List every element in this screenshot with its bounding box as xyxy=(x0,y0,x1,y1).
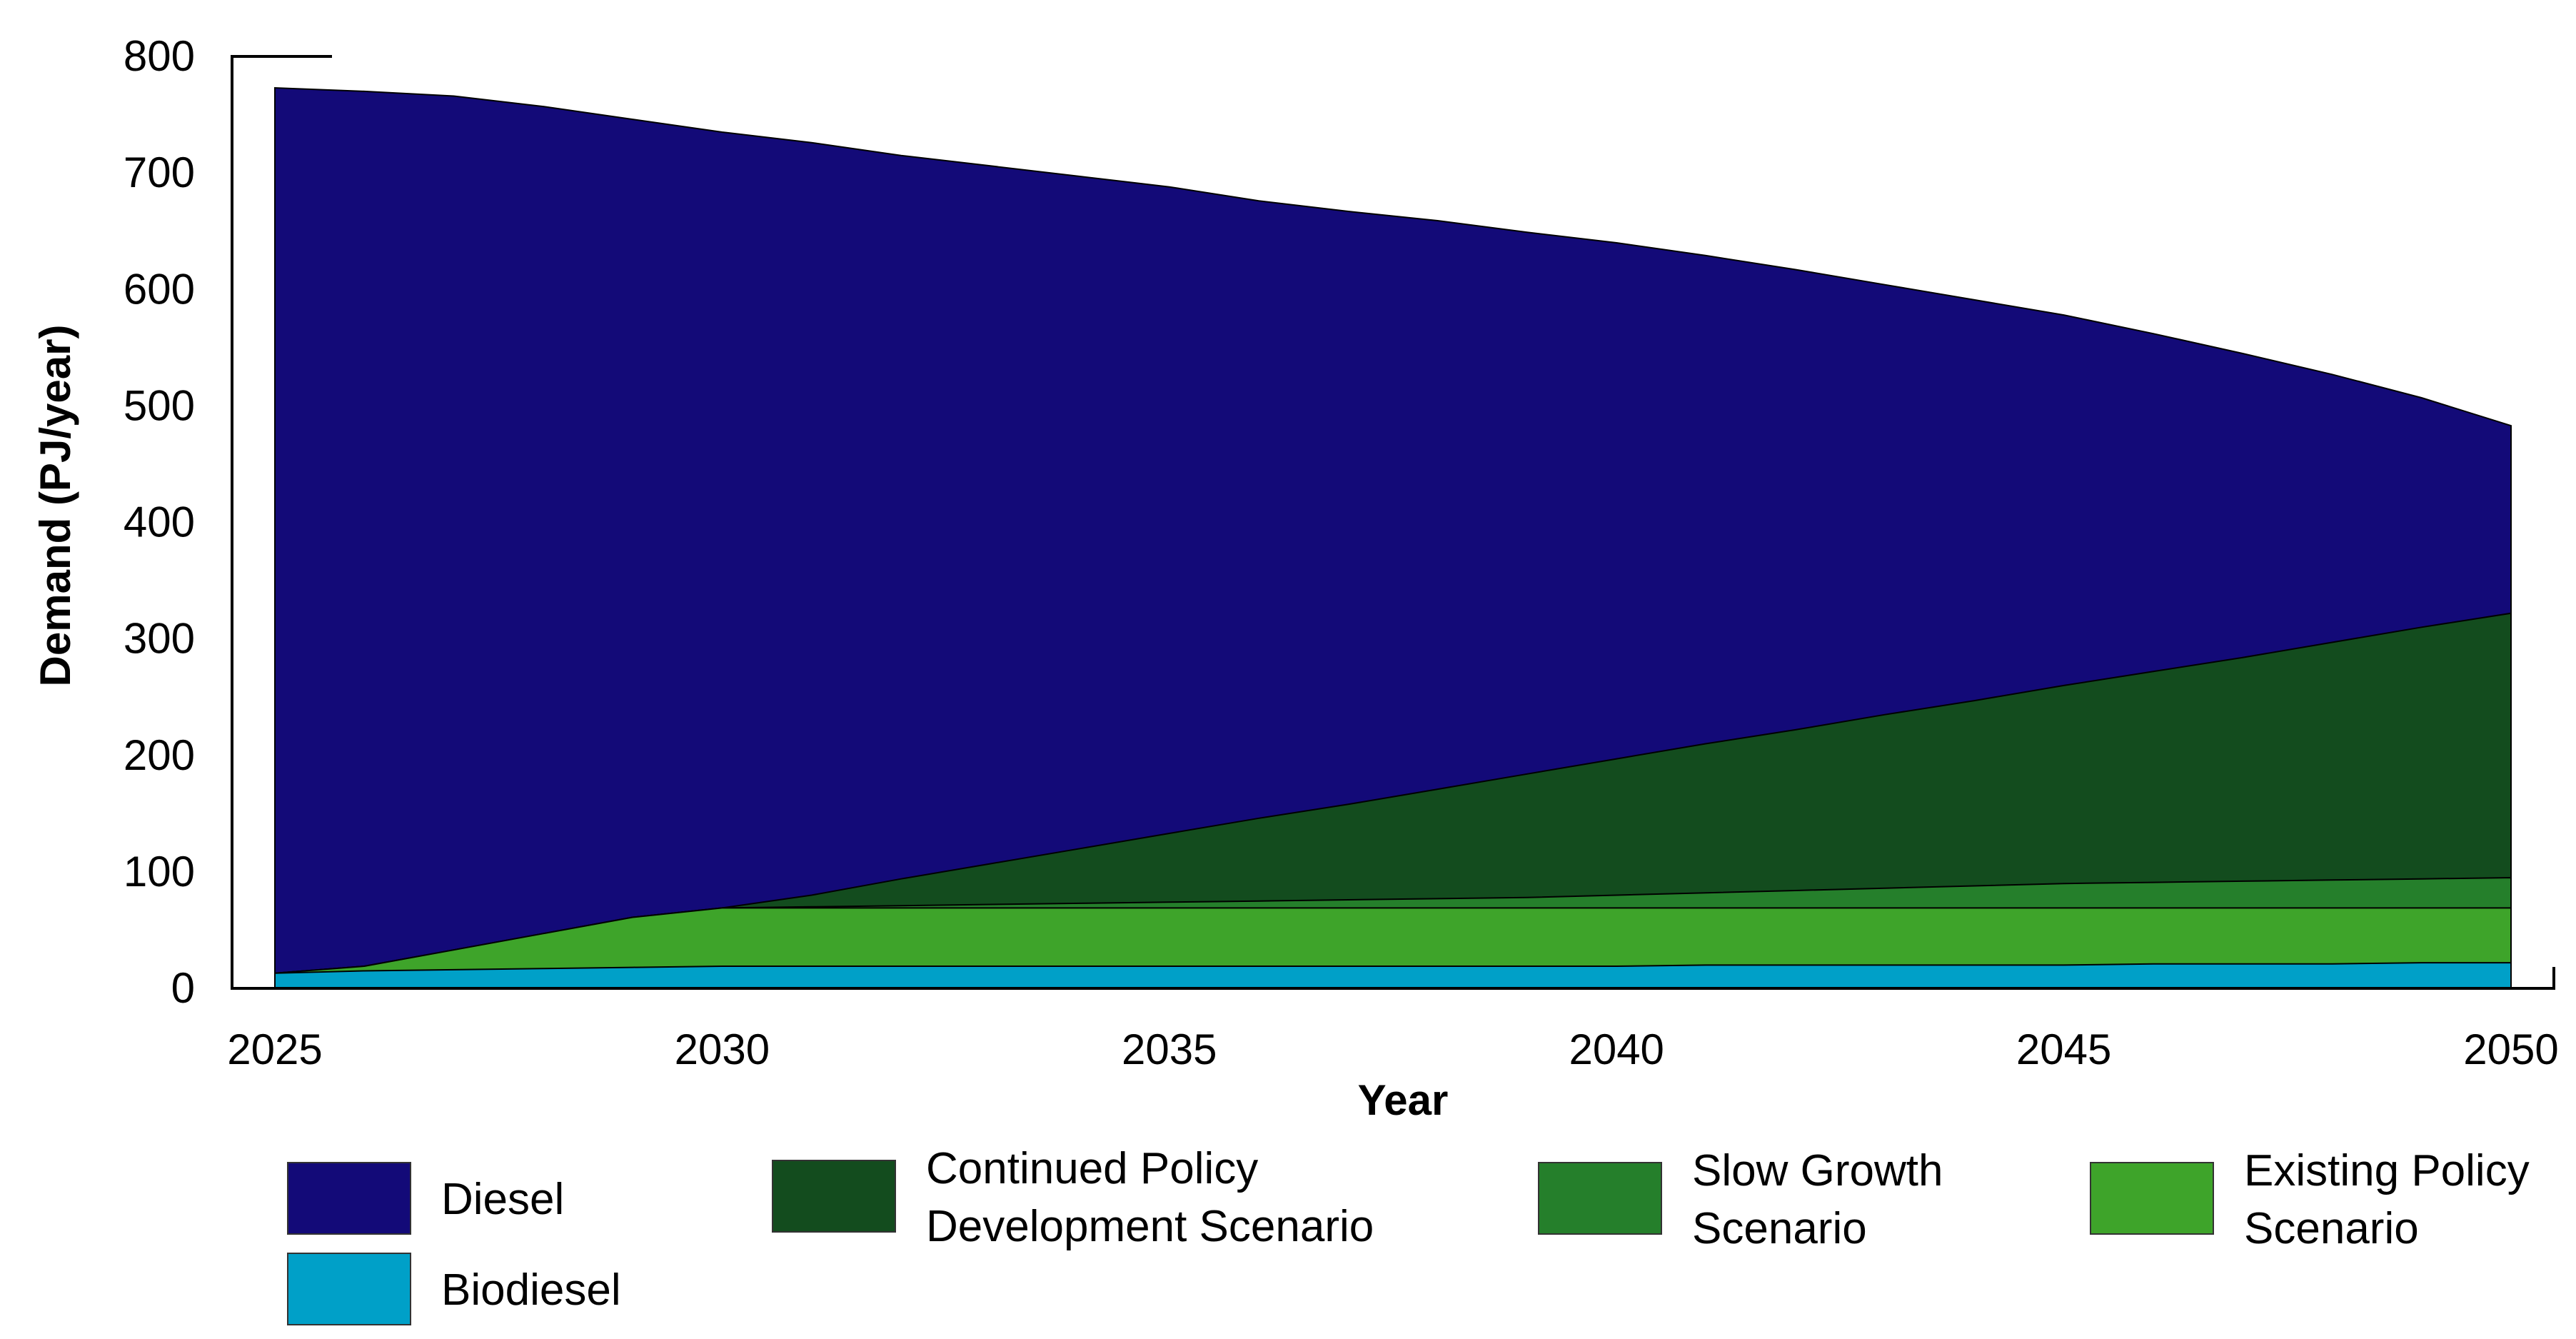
legend-item-biodiesel: Biodiesel xyxy=(287,1253,621,1325)
legend-label: Diesel xyxy=(441,1175,564,1224)
x-tick-2030: 2030 xyxy=(675,1025,770,1073)
legend-swatch xyxy=(1538,1162,1662,1235)
y-tick-500: 500 xyxy=(124,381,195,429)
x-tick-2040: 2040 xyxy=(1569,1025,1664,1073)
area-biodiesel xyxy=(274,962,2512,989)
legend-swatch xyxy=(287,1162,411,1235)
x-tick-2050: 2050 xyxy=(2463,1025,2558,1073)
x-tick-2035: 2035 xyxy=(1122,1025,1217,1073)
legend-swatch xyxy=(287,1253,411,1325)
axes xyxy=(231,55,2555,990)
legend-item-slow-growth-scenario: Slow Growth Scenario xyxy=(1538,1146,1943,1253)
y-tick-400: 400 xyxy=(124,498,195,546)
legend-label: Biodiesel xyxy=(441,1265,621,1315)
y-axis-title: Demand (PJ/year) xyxy=(31,325,79,687)
y-tick-labels: 0 100 200 300 400 500 600 700 800 xyxy=(124,32,195,1012)
legend-swatch xyxy=(2090,1162,2214,1235)
x-tick-2045: 2045 xyxy=(2016,1025,2111,1073)
x-tick-2025: 2025 xyxy=(227,1025,322,1073)
legend-label-line-2: Development Scenario xyxy=(926,1202,1374,1251)
legend-label-line-2: Scenario xyxy=(2244,1204,2419,1253)
plot-areas xyxy=(274,86,2512,989)
legend-swatch xyxy=(772,1160,896,1233)
y-tick-800: 800 xyxy=(124,32,195,80)
legend-item-continued-policy-development-scenario: Continued Policy Development Scenario xyxy=(772,1144,1374,1251)
y-tick-200: 200 xyxy=(124,731,195,779)
y-tick-0: 0 xyxy=(171,964,195,1012)
y-tick-700: 700 xyxy=(124,149,195,196)
legend-item-existing-policy-scenario: Existing Policy Scenario xyxy=(2090,1146,2530,1253)
legend-label-line-1: Slow Growth xyxy=(1692,1146,1943,1195)
x-tick-labels: 2025 2030 2035 2040 2045 2050 xyxy=(227,1025,2558,1073)
y-tick-600: 600 xyxy=(124,265,195,313)
legend-label-line-1: Continued Policy xyxy=(926,1144,1258,1193)
x-axis-title: Year xyxy=(1358,1076,1449,1124)
legend-item-diesel: Diesel xyxy=(287,1162,564,1235)
axis-lines xyxy=(231,55,2555,990)
legend-label-line-1: Existing Policy xyxy=(2244,1146,2530,1195)
legend: Diesel Biodiesel Continued Policy Developme… xyxy=(287,1144,2530,1325)
legend-label-line-2: Scenario xyxy=(1692,1204,1867,1253)
y-tick-100: 100 xyxy=(124,848,195,896)
y-tick-300: 300 xyxy=(124,615,195,663)
